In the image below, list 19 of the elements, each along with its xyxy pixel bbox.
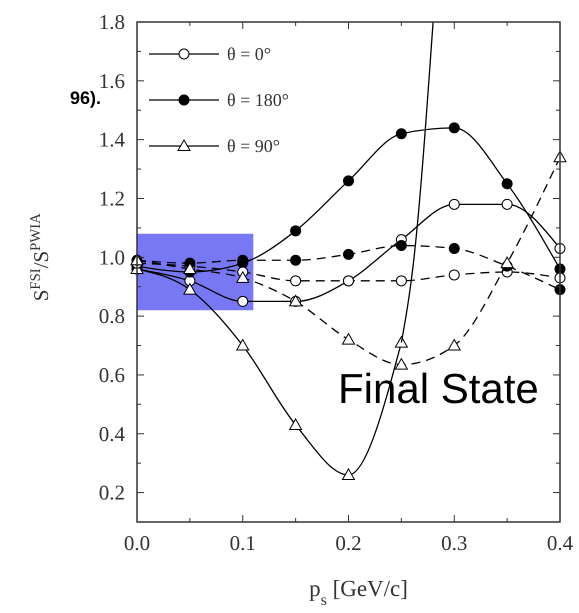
y-tick-label: 1.4 [98,128,126,152]
y-tick-label: 1.2 [98,186,125,210]
x-tick-label: 0.1 [230,531,256,555]
legend-label: θ = 180° [227,90,289,110]
x-axis-title: p$_{s}$ [GeV/c] [309,576,408,608]
y-tick-label: 1.6 [98,68,125,93]
legend-label: θ = 0° [227,44,271,64]
y-tick-label: 0.2 [98,480,125,505]
x-tick-label: 0.3 [441,531,468,555]
x-tick-label: 0.4 [546,531,574,555]
y-tick-label: 1.0 [98,245,125,270]
y-tick-label: 0.4 [98,422,126,446]
y-tick-label: 1.8 [98,10,125,34]
x-tick-label: 0.0 [124,531,150,555]
legend-label: θ = 90° [227,136,280,156]
y-tick-label: 0.6 [98,362,125,387]
text: 96). [70,88,102,108]
y-tick-label: 0.8 [98,304,125,328]
x-tick-label: 0.2 [335,531,362,555]
